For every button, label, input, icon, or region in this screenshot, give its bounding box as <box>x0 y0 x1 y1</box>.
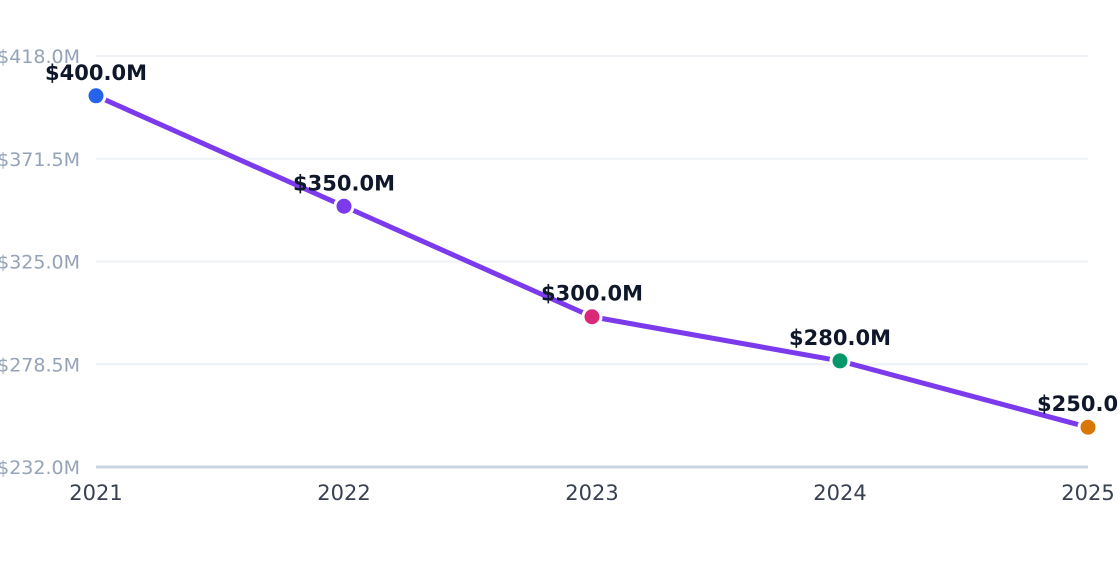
data-point <box>1077 416 1099 438</box>
data-label: $300.0M <box>541 282 643 306</box>
data-point <box>333 195 355 217</box>
x-tick-label: 2025 <box>1061 481 1114 505</box>
y-axis-ticks: $232.0M $278.5M $325.0M $371.5M $418.0M <box>0 46 80 479</box>
data-label: $280.0M <box>789 326 891 350</box>
grid-lines <box>96 55 1088 366</box>
x-tick-label: 2021 <box>69 481 122 505</box>
data-point <box>85 85 107 107</box>
data-points <box>85 85 1099 438</box>
x-tick-label: 2022 <box>317 481 370 505</box>
y-tick-label: $418.0M <box>0 46 80 68</box>
y-tick-label: $278.5M <box>0 354 80 376</box>
y-tick-label: $232.0M <box>0 457 80 479</box>
data-point <box>829 350 851 372</box>
data-labels: $400.0M $350.0M $300.0M $280.0M $250.0M <box>45 61 1120 416</box>
y-tick-label: $371.5M <box>0 149 80 171</box>
x-axis-ticks: 2021 2022 2023 2024 2025 <box>69 481 1114 505</box>
data-label: $400.0M <box>45 61 147 85</box>
x-tick-label: 2023 <box>565 481 618 505</box>
y-tick-label: $325.0M <box>0 252 80 274</box>
data-label: $250.0M <box>1037 392 1120 416</box>
data-point <box>581 306 603 328</box>
data-label: $350.0M <box>293 171 395 195</box>
x-tick-label: 2024 <box>813 481 866 505</box>
